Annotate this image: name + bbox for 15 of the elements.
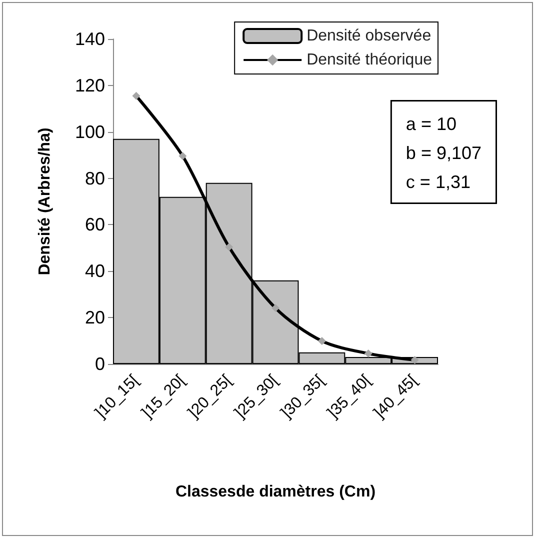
legend-label: Densité théorique [306,52,432,68]
y-tick-label: 40 [84,261,105,282]
y-tick-label: 120 [74,75,105,96]
y-tick-label: 20 [84,308,105,328]
x-axis-title: Classesde diamètres (Cm) [175,484,376,500]
y-tick-label: 140 [74,29,105,49]
annotation: c = 1,31 [406,172,470,192]
y-axis-title: Densité (Arbres/ha) [36,128,54,276]
legend-label: Densité observée [306,28,432,44]
annotation: b = 9,107 [406,143,482,163]
y-tick-label: 100 [74,122,105,142]
y-tick-label: 0 [94,354,105,374]
y-tick-label: 80 [84,168,105,188]
annotation: a = 10 [406,114,456,134]
y-tick-label: 60 [84,214,105,235]
